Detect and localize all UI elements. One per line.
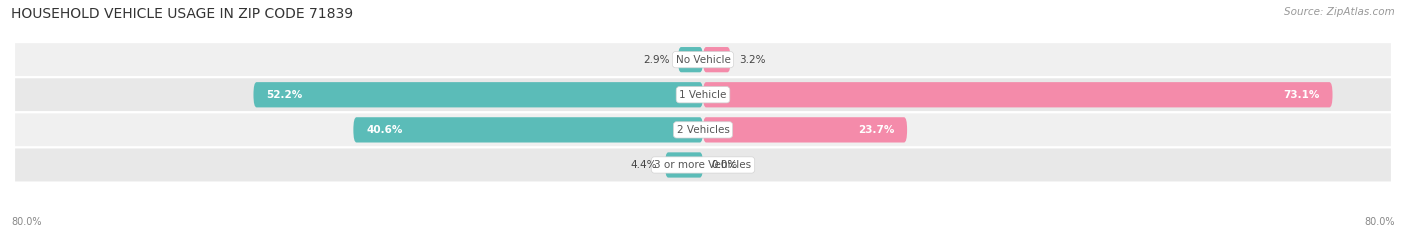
Text: 3.2%: 3.2% [740, 55, 766, 65]
Legend: Owner-occupied, Renter-occupied: Owner-occupied, Renter-occupied [586, 231, 820, 234]
Text: 2.9%: 2.9% [643, 55, 669, 65]
Text: HOUSEHOLD VEHICLE USAGE IN ZIP CODE 71839: HOUSEHOLD VEHICLE USAGE IN ZIP CODE 7183… [11, 7, 353, 21]
FancyBboxPatch shape [703, 117, 907, 143]
FancyBboxPatch shape [703, 47, 731, 72]
FancyBboxPatch shape [253, 82, 703, 107]
Text: 2 Vehicles: 2 Vehicles [676, 125, 730, 135]
FancyBboxPatch shape [678, 47, 703, 72]
Text: No Vehicle: No Vehicle [675, 55, 731, 65]
FancyBboxPatch shape [703, 82, 1333, 107]
Text: 73.1%: 73.1% [1284, 90, 1320, 100]
Text: Source: ZipAtlas.com: Source: ZipAtlas.com [1284, 7, 1395, 17]
Text: 1 Vehicle: 1 Vehicle [679, 90, 727, 100]
FancyBboxPatch shape [14, 112, 1392, 147]
Text: 80.0%: 80.0% [1364, 217, 1395, 227]
Text: 40.6%: 40.6% [367, 125, 402, 135]
Text: 52.2%: 52.2% [266, 90, 302, 100]
FancyBboxPatch shape [665, 152, 703, 178]
FancyBboxPatch shape [14, 147, 1392, 183]
FancyBboxPatch shape [353, 117, 703, 143]
FancyBboxPatch shape [14, 42, 1392, 77]
Text: 23.7%: 23.7% [858, 125, 894, 135]
Text: 4.4%: 4.4% [630, 160, 657, 170]
Text: 0.0%: 0.0% [711, 160, 738, 170]
Text: 3 or more Vehicles: 3 or more Vehicles [654, 160, 752, 170]
FancyBboxPatch shape [14, 77, 1392, 112]
Text: 80.0%: 80.0% [11, 217, 42, 227]
